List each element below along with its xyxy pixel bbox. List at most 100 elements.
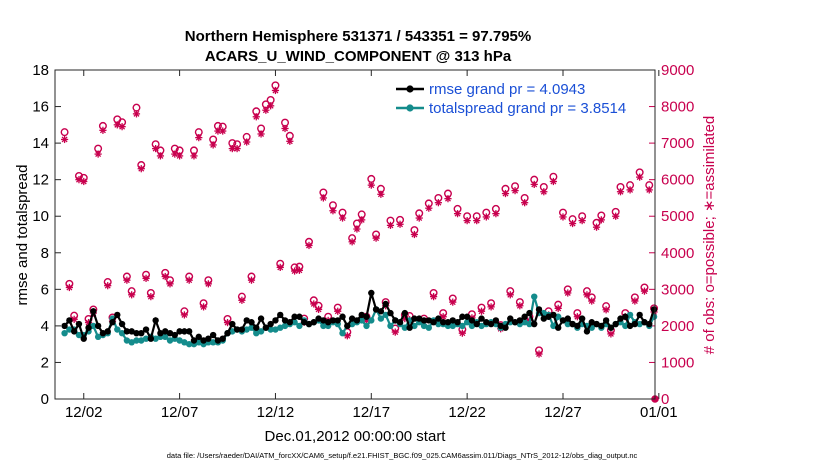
series-point: [118, 320, 126, 328]
series-point: [320, 322, 327, 330]
series-point: [487, 320, 495, 328]
obs-assimilated-point: [233, 144, 241, 153]
asterisk-stroke: [444, 195, 451, 202]
series-point: [147, 335, 155, 342]
asterisk-stroke: [593, 224, 600, 231]
asterisk-stroke: [612, 213, 619, 220]
series-point: [583, 328, 591, 335]
series-point: [85, 324, 92, 331]
asterisk-stroke: [550, 178, 557, 185]
series-point: [622, 313, 629, 320]
obs-assimilated-point: [176, 152, 184, 160]
series-point: [492, 317, 500, 324]
asterisk-stroke: [286, 138, 293, 145]
series-point: [406, 324, 413, 331]
obs-assimilated-point: [334, 307, 342, 315]
y2-tick-label: 4000: [661, 245, 694, 262]
series-point: [607, 324, 615, 331]
obs-assimilated-point: [243, 138, 251, 146]
asterisk-stroke: [387, 222, 394, 229]
series-point: [209, 331, 217, 339]
obs-assimilated-point: [94, 150, 102, 158]
series-point: [66, 326, 73, 333]
y-tick-label: 8: [41, 245, 49, 262]
series-point: [267, 326, 274, 333]
obs-assimilated-point: [516, 302, 524, 310]
asterisk-stroke: [516, 302, 523, 309]
series-point: [416, 315, 423, 322]
series-point: [114, 311, 121, 319]
series-point: [243, 317, 250, 324]
series-point: [272, 317, 279, 324]
asterisk-stroke: [631, 298, 638, 305]
series-point: [439, 319, 447, 326]
asterisk-stroke: [143, 275, 150, 282]
asterisk-stroke: [377, 191, 384, 198]
series-point: [185, 328, 193, 335]
series-point: [248, 324, 255, 331]
legend-label-totalspread: totalspread grand pr = 3.8514: [429, 100, 626, 117]
series-point: [296, 313, 303, 320]
obs-assimilated-point: [99, 126, 107, 134]
y2-tick-label: 0: [661, 391, 669, 408]
asterisk-stroke: [282, 125, 289, 132]
series-point: [372, 306, 380, 313]
asterisk-stroke: [99, 127, 106, 134]
asterisk-stroke: [75, 176, 82, 183]
asterisk-stroke: [238, 297, 245, 304]
series-point: [550, 322, 557, 330]
y-tick-label: 16: [32, 99, 49, 116]
obs-assimilated-point: [559, 213, 567, 221]
asterisk-stroke: [531, 181, 538, 188]
series-point: [363, 313, 370, 320]
asterisk-stroke: [430, 293, 437, 300]
series-point: [650, 306, 658, 313]
series-point: [301, 319, 308, 326]
series-point: [459, 322, 466, 330]
obs-assimilated-point: [104, 282, 112, 290]
obs-assimilated-point: [147, 293, 155, 301]
obs-assimilated-point: [530, 180, 538, 189]
series-point: [344, 322, 351, 330]
asterisk-stroke: [147, 293, 154, 300]
obs-assimilated-point: [199, 303, 208, 311]
asterisk-stroke: [641, 288, 648, 295]
series-point: [157, 330, 164, 337]
asterisk-stroke: [454, 210, 461, 217]
series-point: [238, 326, 246, 333]
obs-assimilated-point: [564, 289, 572, 297]
asterisk-stroke: [190, 152, 197, 159]
series-point: [109, 319, 116, 326]
asterisk-stroke: [104, 282, 111, 289]
legend-marker-rmse: [406, 85, 414, 93]
series-point: [449, 317, 456, 324]
series-point: [363, 322, 370, 330]
asterisk-stroke: [464, 217, 471, 224]
obs-assimilated-point: [386, 221, 395, 229]
series-point: [61, 330, 68, 337]
series-point: [267, 320, 274, 328]
obs-assimilated-point: [319, 194, 327, 202]
asterisk-stroke: [416, 215, 423, 222]
asterisk-stroke: [583, 291, 590, 298]
obs-assimilated-point: [343, 332, 351, 340]
series-point: [631, 320, 639, 328]
series-point: [598, 322, 605, 330]
obs-assimilated-point: [626, 186, 634, 194]
asterisk-stroke: [224, 319, 231, 326]
obs-possible-point: [60, 128, 69, 137]
series-point: [454, 319, 461, 326]
y2-tick-label: 5000: [661, 208, 694, 225]
obs-assimilated-point: [616, 188, 625, 196]
obs-assimilated-point: [132, 110, 141, 118]
asterisk-stroke: [502, 190, 509, 197]
series-point: [277, 311, 284, 319]
obs-assimilated-point: [636, 173, 644, 181]
series-point: [636, 311, 643, 319]
series-point: [531, 293, 538, 300]
asterisk-stroke: [291, 268, 298, 275]
series-point: [133, 330, 140, 337]
series-point: [329, 317, 337, 324]
asterisk-stroke: [459, 330, 466, 337]
y2-tick-label: 3000: [661, 281, 694, 298]
